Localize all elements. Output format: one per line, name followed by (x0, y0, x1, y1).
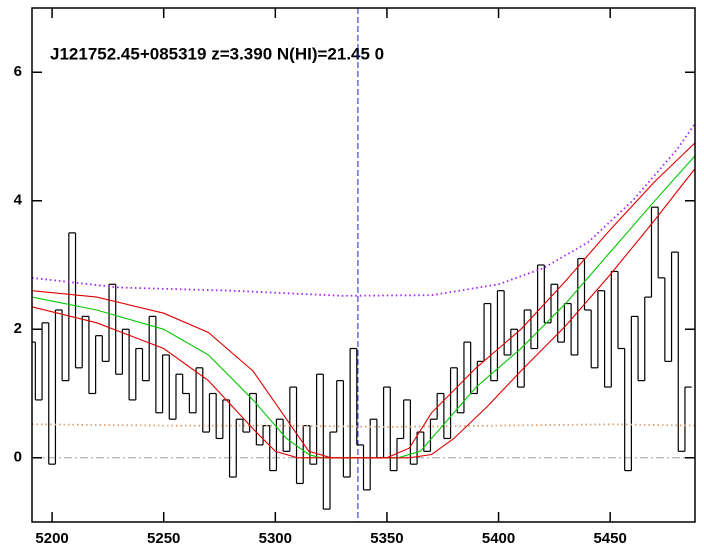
x-tick-label: 5350 (370, 530, 403, 547)
x-tick-label: 5400 (482, 530, 515, 547)
y-tick-label: 6 (14, 63, 22, 80)
model-curve (31, 423, 696, 428)
x-tick-label: 5200 (35, 530, 68, 547)
plot-frame (31, 7, 696, 523)
y-tick-label: 0 (14, 449, 22, 466)
model-curve (31, 123, 696, 297)
x-tick-label: 5450 (593, 530, 626, 547)
chart-title: J121752.45+085319 z=3.390 N(HI)=21.45 0 (50, 44, 384, 63)
y-tick-label: 2 (14, 320, 22, 337)
x-tick-label: 5250 (147, 530, 180, 547)
y-tick-label: 4 (14, 192, 23, 209)
model-curve (31, 168, 696, 459)
x-tick-label: 5300 (259, 530, 292, 547)
